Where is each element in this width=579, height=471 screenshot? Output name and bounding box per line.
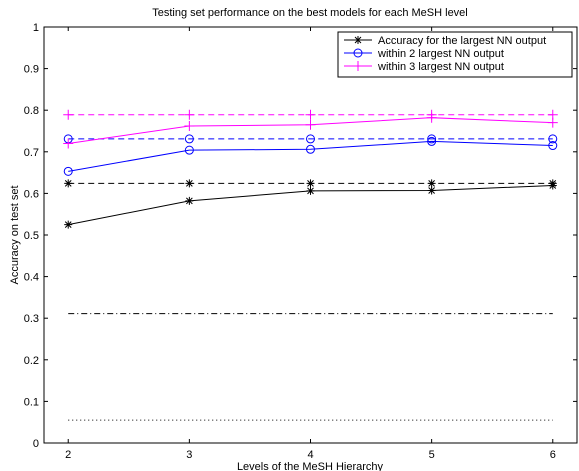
reference-point: [306, 134, 315, 144]
series-group: [63, 112, 558, 229]
reference-point: [184, 109, 195, 120]
data-point: [184, 121, 195, 132]
data-point: [64, 220, 73, 229]
y-axis-label: Accuracy on test set: [9, 185, 21, 284]
y-tick-label: 0.2: [24, 355, 39, 367]
y-tick-label: 0.6: [24, 188, 39, 200]
data-point: [426, 112, 437, 123]
data-point: [427, 186, 436, 195]
reference-point: [184, 134, 194, 144]
legend: Accuracy for the largest NN outputwithin…: [337, 31, 573, 78]
y-axis: 0 0.1 0.2 0.3 0.4 0.5 0.6 0.7 0.8 0.9 1: [24, 22, 577, 450]
legend-entry: within 2 largest NN output: [377, 48, 504, 60]
reference-point: [185, 179, 194, 188]
y-tick-label: 0.3: [24, 313, 39, 325]
data-point: [548, 181, 557, 190]
data-point: [63, 138, 74, 149]
y-tick-label: 1: [33, 22, 39, 34]
x-tick-label: 4: [307, 449, 313, 461]
y-tick-label: 0.9: [24, 64, 39, 76]
y-tick-label: 0.8: [24, 105, 39, 117]
y-tick-label: 0.4: [24, 272, 39, 284]
x-tick-label: 5: [429, 449, 435, 461]
y-tick-label: 0: [33, 438, 39, 450]
reference-point: [63, 109, 74, 120]
legend-box: [337, 31, 573, 78]
legend-marker: [353, 48, 363, 58]
legend-marker: [354, 36, 362, 44]
y-tick-label: 0.7: [24, 147, 39, 159]
reference-lines: [63, 109, 558, 421]
x-tick-label: 3: [186, 449, 192, 461]
reference-point: [64, 179, 73, 188]
plot-area: [43, 26, 578, 444]
y-tick-label: 0.5: [24, 230, 39, 242]
reference-point: [306, 179, 315, 188]
y-tick-label: 0.1: [24, 396, 39, 408]
chart-title: Testing set performance on the best mode…: [152, 7, 468, 19]
reference-point: [427, 179, 436, 188]
reference-point: [427, 134, 437, 144]
data-point: [306, 144, 315, 154]
reference-point: [305, 109, 316, 120]
reference-point: [548, 134, 558, 144]
legend-entry: Accuracy for the largest NN output: [378, 35, 546, 47]
legend-entry: within 3 largest NN output: [377, 61, 504, 73]
x-axis-label: Levels of the MeSH Hierarchy: [237, 461, 384, 471]
data-point: [547, 117, 558, 128]
x-axis: 2 3 4 5 6: [65, 27, 556, 461]
data-point: [427, 136, 437, 146]
x-tick-label: 6: [550, 449, 556, 461]
data-point: [63, 166, 73, 176]
data-point: [305, 119, 316, 130]
data-point: [185, 196, 194, 205]
legend-marker: [353, 61, 363, 71]
data-point: [548, 141, 558, 151]
data-point: [306, 186, 315, 195]
x-tick-label: 2: [65, 449, 71, 461]
series-line-1: [68, 140, 553, 172]
data-point: [184, 145, 194, 155]
